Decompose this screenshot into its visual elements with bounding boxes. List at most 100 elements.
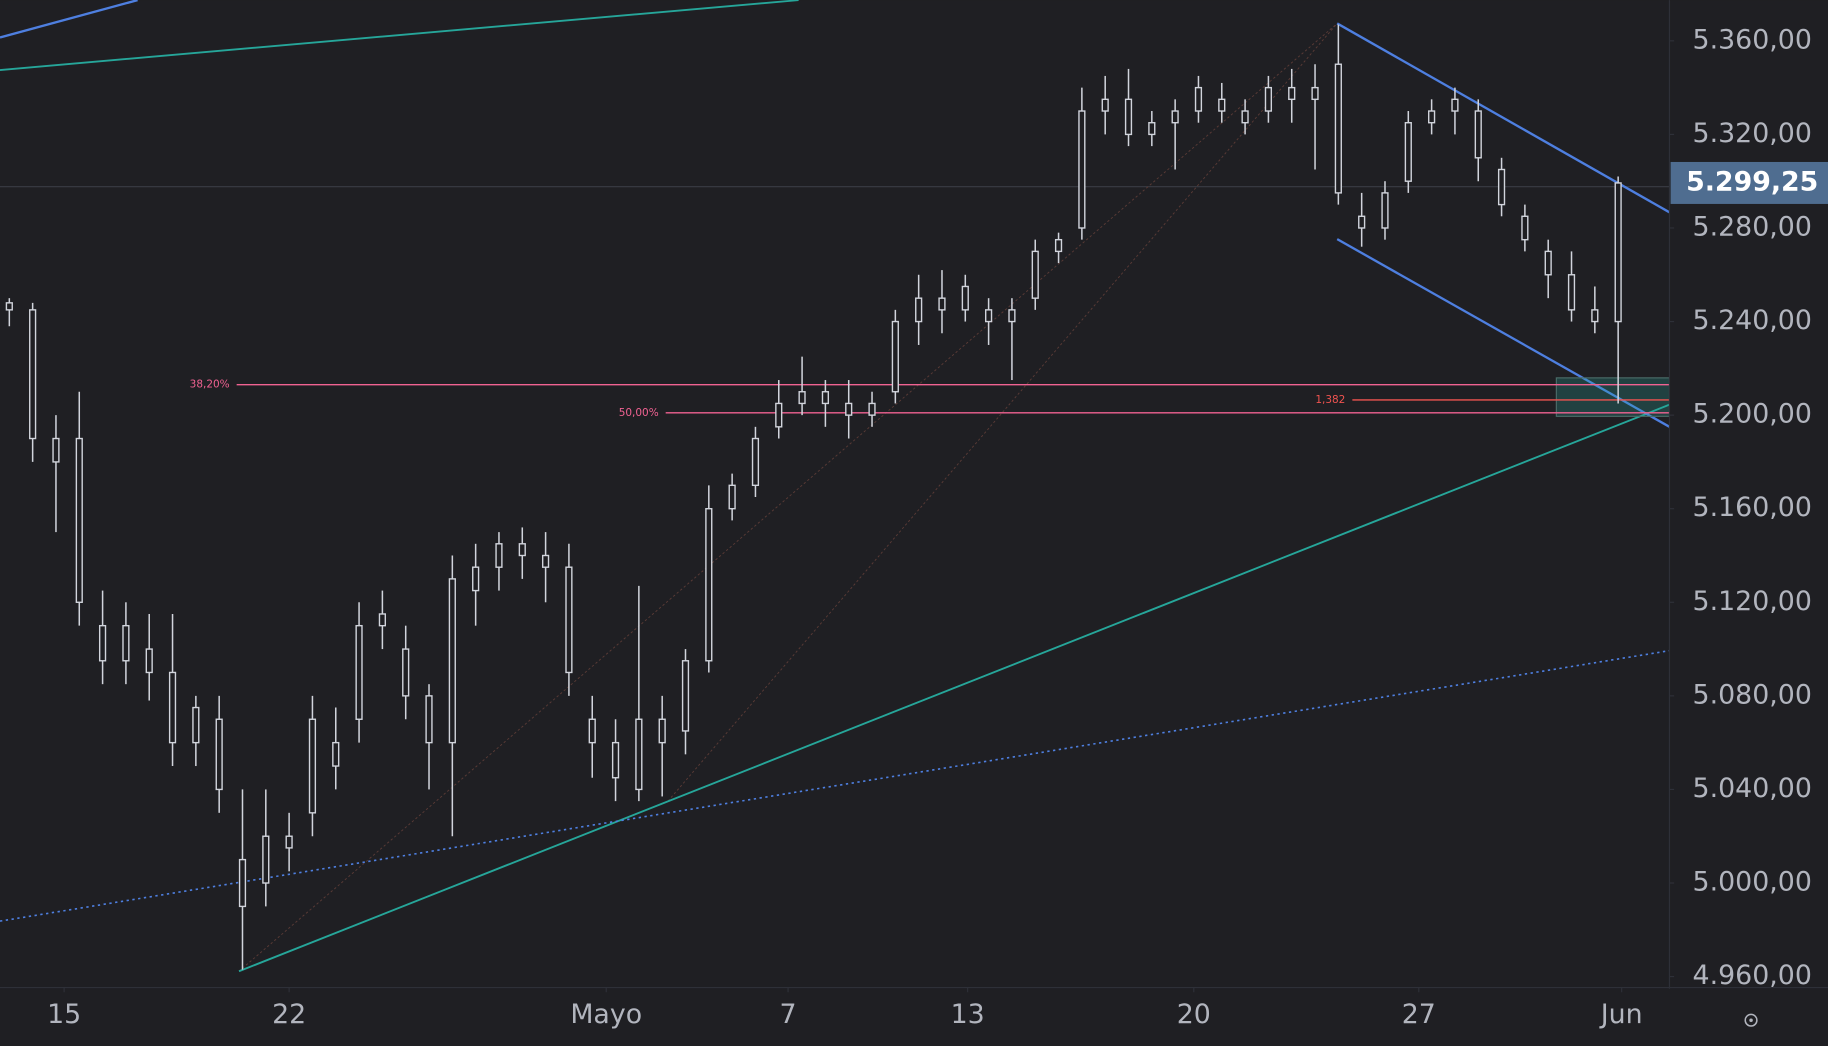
y-tick-label: 5.240,00 xyxy=(1693,305,1812,336)
candle-body xyxy=(728,484,736,510)
candle-body xyxy=(1241,110,1249,124)
y-tick-label: 4.960,00 xyxy=(1693,960,1812,991)
candle-body xyxy=(285,835,293,849)
candle-body xyxy=(775,402,783,428)
candle-body xyxy=(1288,86,1296,101)
candle-body xyxy=(798,391,806,405)
candle-body xyxy=(938,297,946,311)
candle-body xyxy=(915,297,923,323)
settings-icon[interactable] xyxy=(1744,1013,1758,1027)
candle-body xyxy=(168,671,177,744)
y-tick-label: 5.280,00 xyxy=(1693,211,1812,242)
candle-body xyxy=(75,437,83,603)
level-label: 38,20% xyxy=(190,379,230,391)
last-price-badge xyxy=(1670,161,1828,204)
x-axis-panel xyxy=(0,988,1828,1046)
candle-body xyxy=(308,718,317,814)
candle-body xyxy=(378,613,387,627)
candle-body xyxy=(145,648,153,674)
candle-body xyxy=(1264,86,1273,112)
y-tick-label: 5.160,00 xyxy=(1693,492,1812,523)
candle-body xyxy=(52,437,60,463)
candle-body xyxy=(565,566,573,674)
candle-body xyxy=(845,402,853,416)
candle-body xyxy=(1381,192,1389,229)
trend-line xyxy=(0,0,799,72)
y-tick-label: 5.120,00 xyxy=(1693,586,1812,617)
candle-body xyxy=(262,835,270,884)
candle-body xyxy=(868,402,876,416)
candle-body xyxy=(1428,110,1436,124)
candle-body xyxy=(332,741,340,767)
fib-connector xyxy=(238,23,1338,972)
candle-body xyxy=(98,624,107,662)
candle-body xyxy=(495,543,503,568)
y-tick-label: 5.360,00 xyxy=(1693,24,1812,55)
candle-body xyxy=(1614,182,1622,323)
candle-body xyxy=(1078,110,1086,229)
candle-body xyxy=(588,718,596,744)
candle-body xyxy=(29,309,37,440)
candle-body xyxy=(1124,98,1133,136)
candle-body xyxy=(1101,98,1109,112)
x-tick-label: 7 xyxy=(780,999,797,1030)
zone-box xyxy=(1555,377,1671,417)
candle-body xyxy=(425,695,433,744)
candle-body xyxy=(1567,274,1576,311)
candle-body xyxy=(1358,215,1366,229)
channel-line xyxy=(1336,238,1671,428)
candle-body xyxy=(1404,122,1412,182)
candle-body xyxy=(821,391,830,405)
x-tick-label: Jun xyxy=(1599,999,1643,1030)
x-tick-label: 13 xyxy=(951,999,985,1030)
last-price-label: 5.299,25 xyxy=(1686,166,1818,197)
candle-body xyxy=(1171,110,1179,124)
candle-body xyxy=(891,320,899,393)
candle-body xyxy=(1194,86,1203,112)
candle-body xyxy=(1521,215,1529,241)
candle-body xyxy=(1054,238,1063,253)
y-tick-label: 5.200,00 xyxy=(1693,399,1812,430)
candle-body xyxy=(1474,110,1482,159)
y-tick-label: 5.320,00 xyxy=(1693,118,1812,149)
candle-body xyxy=(1544,250,1552,276)
candle-body xyxy=(355,624,363,720)
candle-body xyxy=(122,624,130,662)
candle-body xyxy=(961,285,969,311)
candle-body xyxy=(1148,122,1156,136)
candle-body xyxy=(5,302,13,311)
candle-body xyxy=(658,718,666,744)
y-tick-label: 5.040,00 xyxy=(1693,773,1812,804)
candle-body xyxy=(1031,250,1039,299)
channel-line xyxy=(1336,22,1671,214)
candle-body xyxy=(1497,168,1506,206)
candle-body xyxy=(1311,86,1319,101)
trend-line xyxy=(0,649,1670,922)
candle-body xyxy=(611,741,620,779)
candle-body xyxy=(984,309,993,323)
candle-body xyxy=(1334,63,1342,194)
candle-body xyxy=(1218,98,1226,112)
x-tick-label: 22 xyxy=(272,999,306,1030)
candle-body xyxy=(681,660,690,732)
trend-line xyxy=(238,403,1670,973)
trend-line xyxy=(0,0,138,39)
plot: 38,20% 50,00% 1,382 xyxy=(5,24,1670,970)
candle-body xyxy=(1451,98,1459,112)
x-tick-label: 27 xyxy=(1402,999,1436,1030)
settings-icon-dot xyxy=(1749,1018,1753,1022)
candle-body xyxy=(705,508,713,662)
candle-body xyxy=(402,648,410,697)
candle-body xyxy=(1591,309,1599,323)
axes: 4.960,00 5.000,00 5.040,00 5.080,00 5.120,00… xyxy=(47,24,1828,1030)
y-tick-label: 5.000,00 xyxy=(1693,867,1812,898)
candle-body xyxy=(635,718,643,791)
candle-body xyxy=(1008,309,1016,323)
x-tick-label: Mayo xyxy=(570,999,642,1030)
candle-body xyxy=(192,706,200,744)
level-label: 50,00% xyxy=(619,407,659,419)
y-tick-label: 5.080,00 xyxy=(1693,679,1812,710)
x-tick-label: 15 xyxy=(47,999,81,1030)
